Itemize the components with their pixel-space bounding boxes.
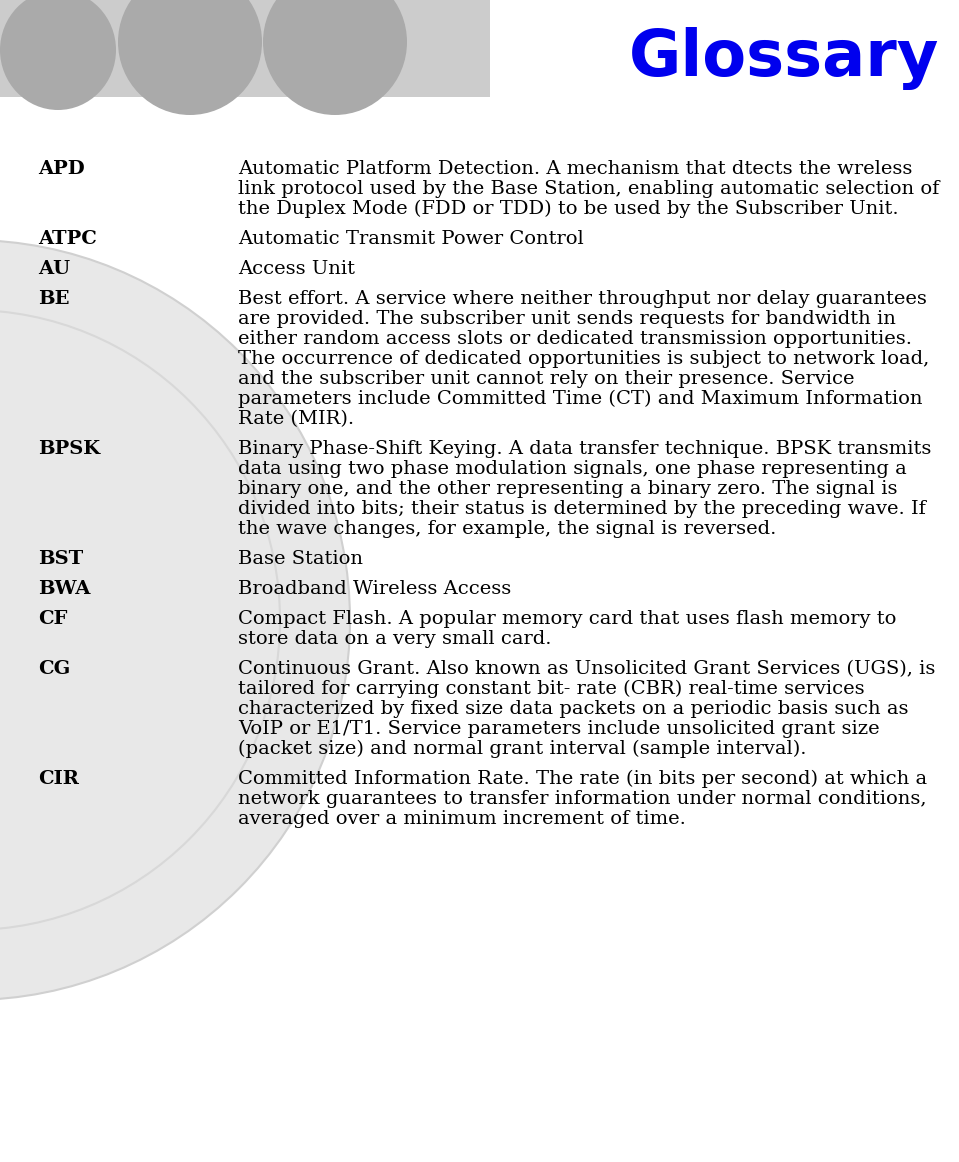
Text: BWA: BWA bbox=[38, 580, 90, 598]
Text: divided into bits; their status is determined by the preceding wave. If: divided into bits; their status is deter… bbox=[238, 500, 925, 518]
Ellipse shape bbox=[263, 0, 407, 115]
Text: Rate (MIR).: Rate (MIR). bbox=[238, 410, 354, 428]
Ellipse shape bbox=[0, 241, 350, 1000]
Text: store data on a very small card.: store data on a very small card. bbox=[238, 630, 551, 648]
Text: Glossary: Glossary bbox=[629, 27, 939, 89]
Text: (packet size) and normal grant interval (sample interval).: (packet size) and normal grant interval … bbox=[238, 740, 807, 759]
Text: Broadband Wireless Access: Broadband Wireless Access bbox=[238, 580, 511, 598]
Text: Compact Flash. A popular memory card that uses flash memory to: Compact Flash. A popular memory card tha… bbox=[238, 610, 897, 627]
Text: BPSK: BPSK bbox=[38, 440, 100, 458]
Text: Binary Phase-Shift Keying. A data transfer technique. BPSK transmits: Binary Phase-Shift Keying. A data transf… bbox=[238, 440, 931, 458]
Text: data using two phase modulation signals, one phase representing a: data using two phase modulation signals,… bbox=[238, 460, 907, 478]
Text: link protocol used by the Base Station, enabling automatic selection of: link protocol used by the Base Station, … bbox=[238, 180, 940, 198]
Text: tailored for carrying constant bit- rate (CBR) real-time services: tailored for carrying constant bit- rate… bbox=[238, 680, 865, 698]
Text: are provided. The subscriber unit sends requests for bandwidth in: are provided. The subscriber unit sends … bbox=[238, 310, 896, 328]
Text: VoIP or E1/T1. Service parameters include unsolicited grant size: VoIP or E1/T1. Service parameters includ… bbox=[238, 720, 879, 738]
Text: Automatic Platform Detection. A mechanism that dtects the wreless: Automatic Platform Detection. A mechanis… bbox=[238, 160, 912, 178]
Text: BE: BE bbox=[38, 290, 69, 308]
Text: The occurrence of dedicated opportunities is subject to network load,: The occurrence of dedicated opportunitie… bbox=[238, 350, 929, 368]
Text: either random access slots or dedicated transmission opportunities.: either random access slots or dedicated … bbox=[238, 330, 912, 347]
Text: network guarantees to transfer information under normal conditions,: network guarantees to transfer informati… bbox=[238, 790, 926, 808]
Ellipse shape bbox=[0, 0, 116, 110]
Text: Committed Information Rate. The rate (in bits per second) at which a: Committed Information Rate. The rate (in… bbox=[238, 770, 927, 788]
Text: parameters include Committed Time (CT) and Maximum Information: parameters include Committed Time (CT) a… bbox=[238, 390, 923, 408]
Text: Access Unit: Access Unit bbox=[238, 260, 355, 278]
Text: averaged over a minimum increment of time.: averaged over a minimum increment of tim… bbox=[238, 810, 686, 829]
Text: characterized by fixed size data packets on a periodic basis such as: characterized by fixed size data packets… bbox=[238, 700, 908, 718]
Text: and the subscriber unit cannot rely on their presence. Service: and the subscriber unit cannot rely on t… bbox=[238, 370, 854, 388]
Text: ATPC: ATPC bbox=[38, 230, 97, 248]
Text: Continuous Grant. Also known as Unsolicited Grant Services (UGS), is: Continuous Grant. Also known as Unsolici… bbox=[238, 660, 935, 677]
Text: AU: AU bbox=[38, 260, 70, 278]
Text: CF: CF bbox=[38, 610, 67, 627]
Text: Base Station: Base Station bbox=[238, 550, 363, 568]
Text: binary one, and the other representing a binary zero. The signal is: binary one, and the other representing a… bbox=[238, 480, 898, 498]
Text: BST: BST bbox=[38, 550, 83, 568]
Text: CIR: CIR bbox=[38, 770, 79, 788]
Text: CG: CG bbox=[38, 660, 70, 677]
Ellipse shape bbox=[118, 0, 262, 115]
Text: Automatic Transmit Power Control: Automatic Transmit Power Control bbox=[238, 230, 584, 248]
Text: APD: APD bbox=[38, 160, 84, 178]
Text: Best effort. A service where neither throughput nor delay guarantees: Best effort. A service where neither thr… bbox=[238, 290, 927, 308]
Bar bbox=[0, 0, 490, 96]
Text: the wave changes, for example, the signal is reversed.: the wave changes, for example, the signa… bbox=[238, 521, 777, 538]
Text: the Duplex Mode (FDD or TDD) to be used by the Subscriber Unit.: the Duplex Mode (FDD or TDD) to be used … bbox=[238, 200, 899, 218]
